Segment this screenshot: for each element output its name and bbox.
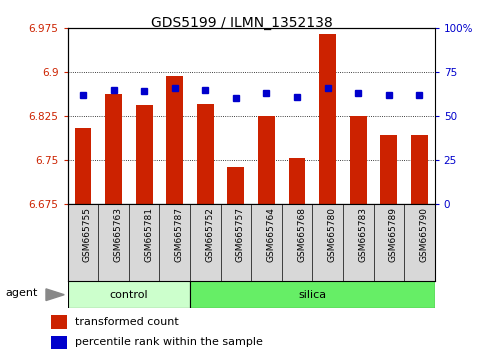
Bar xyxy=(51,336,67,349)
Polygon shape xyxy=(46,289,64,301)
Text: GSM665790: GSM665790 xyxy=(419,207,428,262)
Text: GSM665787: GSM665787 xyxy=(175,207,184,262)
Text: GSM665789: GSM665789 xyxy=(389,207,398,262)
Bar xyxy=(381,135,397,204)
Text: GSM665755: GSM665755 xyxy=(83,207,92,262)
Text: percentile rank within the sample: percentile rank within the sample xyxy=(75,337,263,348)
Text: GSM665768: GSM665768 xyxy=(297,207,306,262)
Bar xyxy=(51,315,67,329)
Text: GSM665757: GSM665757 xyxy=(236,207,245,262)
Text: GSM665752: GSM665752 xyxy=(205,207,214,262)
Bar xyxy=(68,281,190,308)
Bar xyxy=(136,105,153,204)
Text: GSM665780: GSM665780 xyxy=(327,207,337,262)
Bar xyxy=(227,167,244,204)
Bar xyxy=(74,128,91,204)
Text: transformed count: transformed count xyxy=(75,317,179,327)
Text: silica: silica xyxy=(298,290,327,300)
Bar xyxy=(319,34,336,204)
Bar xyxy=(166,76,183,204)
Text: GDS5199 / ILMN_1352138: GDS5199 / ILMN_1352138 xyxy=(151,16,332,30)
Bar xyxy=(258,116,275,204)
Text: GSM665781: GSM665781 xyxy=(144,207,153,262)
Bar xyxy=(105,94,122,204)
Text: GSM665764: GSM665764 xyxy=(267,207,275,262)
Bar xyxy=(190,281,435,308)
Text: GSM665763: GSM665763 xyxy=(114,207,123,262)
Bar xyxy=(411,135,428,204)
Bar xyxy=(197,104,213,204)
Bar xyxy=(350,116,367,204)
Text: agent: agent xyxy=(5,289,38,298)
Bar xyxy=(289,158,305,204)
Text: control: control xyxy=(110,290,148,300)
Text: GSM665783: GSM665783 xyxy=(358,207,367,262)
